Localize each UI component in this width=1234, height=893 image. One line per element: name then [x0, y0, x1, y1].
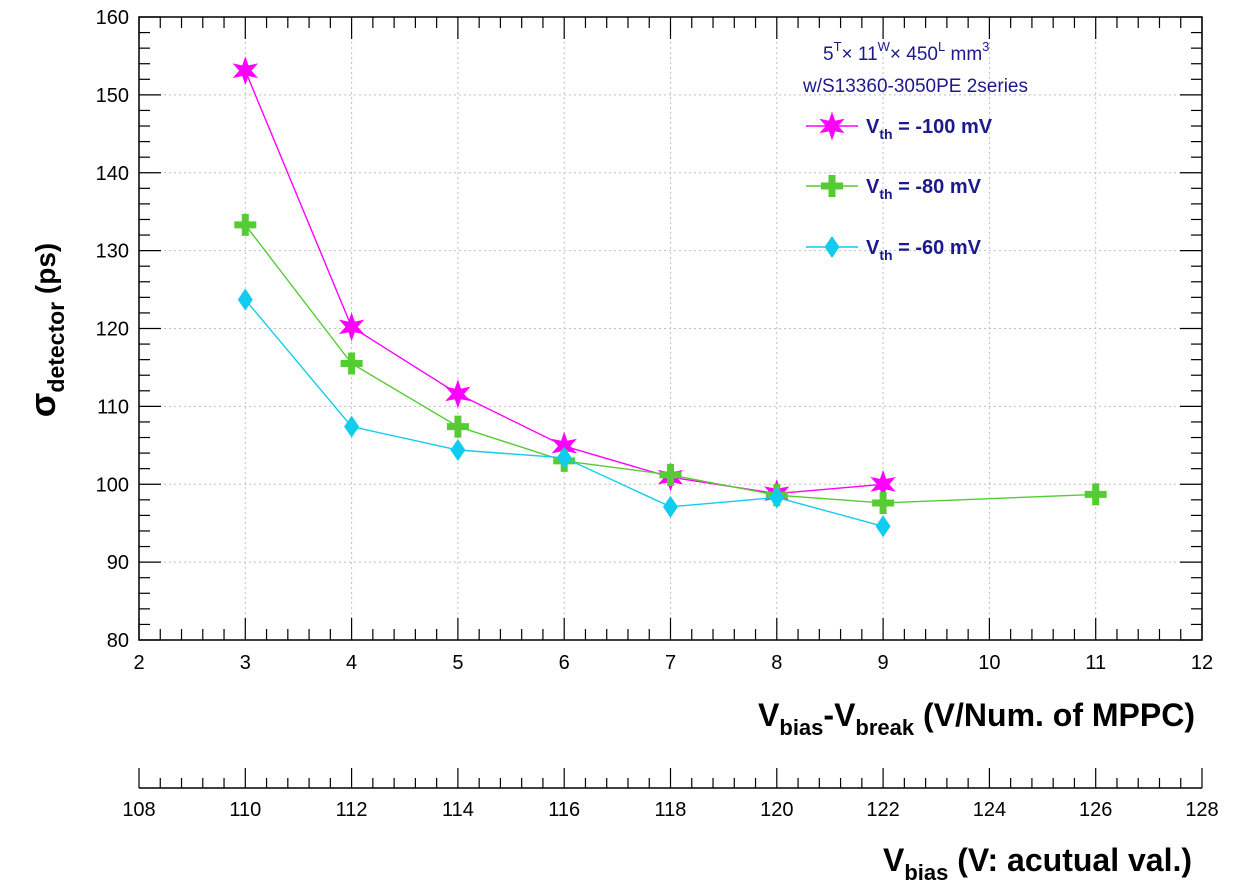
- legend-symbol-vth-100: [806, 111, 858, 141]
- axes: 2 3 4 5 6 7 8 9 10 11 12 80 90 100 110 120 130 140 150 160 1…: [96, 7, 1219, 821]
- x2-tick-label: 118: [655, 799, 687, 821]
- x2-axis-title-p2: (V: acutual val.): [948, 842, 1192, 878]
- data-point-vth-80: [446, 415, 469, 438]
- grid: [139, 17, 1202, 640]
- x-tick-label: 6: [559, 652, 570, 674]
- legend-symbol-vth-60: [806, 236, 858, 258]
- legend-symbol-vth-80: [806, 175, 858, 197]
- x2-tick-label: 126: [1079, 799, 1112, 821]
- annotation-line2: w/S13360-3050PE 2series: [802, 76, 1028, 97]
- series-layer: [232, 56, 1107, 538]
- x-tick-label: 5: [452, 652, 463, 674]
- x-tick-label: 3: [240, 652, 251, 674]
- x-tick-label: 8: [771, 652, 782, 674]
- y-axis-title-sub: detector: [43, 302, 69, 393]
- data-point-vth-60: [450, 438, 466, 461]
- y-tick-label: 80: [107, 630, 129, 652]
- data-point-vth-100: [338, 312, 365, 342]
- x-axis-title-p2: -V: [823, 697, 856, 733]
- y-tick-label: 110: [97, 396, 129, 418]
- x-axis-title-p3: (V/Num. of MPPC): [914, 697, 1195, 733]
- data-point-vth-80: [872, 491, 895, 514]
- legend-marker-vth-80: [821, 175, 843, 197]
- y-tick-label: 160: [96, 7, 129, 29]
- data-point-vth-80: [659, 463, 682, 486]
- x2-tick-label: 112: [336, 799, 368, 821]
- data-point-vth-60: [875, 515, 891, 538]
- data-point-vth-100: [232, 56, 258, 86]
- data-point-vth-60: [769, 486, 785, 509]
- y-tick-label: 130: [96, 241, 129, 263]
- x-axis-title-p1: V: [758, 697, 780, 733]
- data-point-vth-80: [1084, 483, 1107, 506]
- legend: Vth = -100 mV Vth = -80 mV Vth = -60 mV: [806, 111, 993, 263]
- legend-marker-vth-100: [819, 111, 845, 141]
- x2-axis-title-p1: V: [883, 842, 905, 878]
- x2-tick-label: 108: [122, 799, 155, 821]
- data-point-vth-60: [344, 415, 360, 438]
- data-point-vth-100: [445, 379, 471, 409]
- data-point-vth-60: [663, 495, 678, 518]
- y-axis-title-main: σ: [22, 393, 63, 418]
- x-tick-label: 10: [978, 652, 1000, 674]
- x2-axis-title-s1: bias: [904, 860, 948, 885]
- data-point-vth-60: [237, 288, 253, 311]
- data-point-vth-80: [234, 213, 257, 236]
- series-vth-60: [237, 288, 891, 538]
- data-point-vth-60: [556, 446, 572, 469]
- series-line-vth-80: [244, 224, 1096, 504]
- x-axis-title-s1: bias: [779, 715, 823, 740]
- x-axis-title: Vbias-Vbreak (V/Num. of MPPC): [758, 697, 1195, 740]
- x2-tick-label: 110: [229, 799, 261, 821]
- x-axis-title-s2: break: [855, 715, 914, 740]
- x-tick-label: 12: [1191, 652, 1213, 674]
- y-axis-title: σdetector (ps): [22, 243, 69, 418]
- legend-label-vth-80: Vth = -80 mV: [866, 176, 982, 202]
- data-point-vth-80: [340, 352, 363, 375]
- x-tick-label: 7: [665, 652, 676, 674]
- annotation-line1: 5T× 11W× 450L mm3: [823, 39, 989, 65]
- x2-tick-label: 124: [973, 799, 1006, 821]
- y-tick-label: 140: [96, 163, 129, 185]
- y-axis-title-rest: (ps): [30, 243, 61, 302]
- y-tick-label: 100: [96, 474, 129, 496]
- legend-marker-vth-60: [824, 236, 840, 258]
- x2-tick-label: 128: [1185, 799, 1218, 821]
- legend-label-vth-100: Vth = -100 mV: [866, 116, 993, 142]
- x2-tick-label: 114: [442, 799, 474, 821]
- x2-tick-label: 122: [866, 799, 899, 821]
- x-tick-label: 4: [346, 652, 357, 674]
- x2-tick-label: 120: [760, 799, 793, 821]
- x-tick-label: 11: [1085, 652, 1106, 674]
- y-tick-label: 120: [96, 319, 129, 341]
- x2-tick-label: 116: [548, 799, 580, 821]
- x2-axis-title: Vbias (V: acutual val.): [883, 842, 1192, 885]
- y-tick-label: 90: [107, 552, 129, 574]
- x-tick-label: 2: [133, 652, 144, 674]
- legend-label-vth-60: Vth = -60 mV: [866, 237, 982, 263]
- y-tick-label: 150: [96, 85, 129, 107]
- x-tick-label: 9: [878, 652, 889, 674]
